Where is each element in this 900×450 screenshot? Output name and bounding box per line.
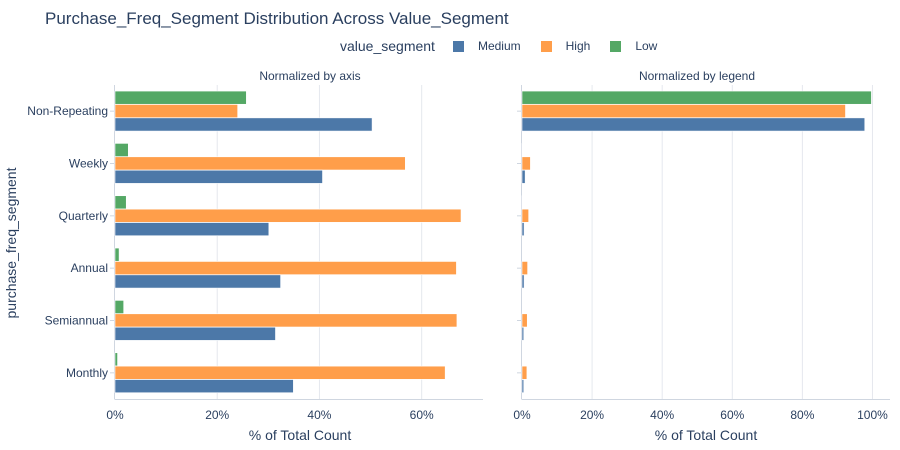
legend-swatch-low — [610, 40, 622, 52]
bar-right-high-1 — [521, 156, 531, 171]
y-tick-label: Monthly — [66, 366, 108, 380]
bar-left-high-1 — [114, 156, 406, 171]
legend-item-high[interactable]: High — [540, 39, 591, 53]
subplot-title-legend: Normalized by legend — [638, 69, 756, 83]
legend-item-low[interactable]: Low — [610, 39, 657, 53]
x-axis-label-left: % of Total Count — [248, 427, 352, 443]
y-tick-label: Quarterly — [59, 209, 108, 223]
bar-left-low-2 — [114, 195, 127, 210]
bar-left-high-0 — [114, 104, 238, 118]
bar-left-medium-0 — [114, 117, 373, 132]
x-tick-label-right: 0% — [513, 408, 531, 422]
x-tick-label-left: 60% — [410, 408, 434, 422]
legend-label-medium: Medium — [477, 39, 521, 53]
x-tick-label-left: 40% — [307, 408, 331, 422]
bar-left-medium-2 — [114, 222, 270, 237]
y-tick-label: Annual — [71, 261, 108, 275]
chart-title: Purchase_Freq_Segment Distribution Acros… — [45, 9, 509, 28]
x-tick-label-right: 80% — [790, 408, 814, 422]
bar-left-medium-5 — [114, 379, 294, 394]
legend-item-medium[interactable]: Medium — [452, 39, 521, 53]
x-tick-label-right: 100% — [857, 408, 888, 422]
bar-right-high-2 — [521, 208, 529, 223]
legend: value_segment Medium High Low — [340, 38, 677, 54]
x-tick-label-right: 40% — [650, 408, 674, 422]
legend-label-low: Low — [635, 39, 658, 53]
bar-right-medium-3 — [521, 274, 525, 289]
bar-right-medium-5 — [521, 379, 525, 394]
x-axis-label-right: % of Total Count — [654, 427, 758, 443]
bar-right-high-0 — [521, 104, 846, 118]
x-tick-label-left: 0% — [106, 408, 124, 422]
y-tick-label: Weekly — [69, 157, 108, 171]
legend-title: value_segment — [340, 38, 435, 54]
legend-swatch-high — [540, 40, 552, 52]
x-tick-label-right: 60% — [720, 408, 744, 422]
bar-right-medium-2 — [521, 222, 525, 237]
bar-left-low-1 — [114, 143, 129, 157]
legend-label-high: High — [565, 39, 591, 53]
bar-left-medium-3 — [114, 274, 281, 289]
bar-right-low-0 — [521, 90, 872, 105]
x-tick-label-right: 20% — [580, 408, 604, 422]
bar-left-high-4 — [114, 313, 458, 328]
y-tick-label: Semiannual — [45, 314, 108, 328]
bar-left-low-3 — [114, 247, 120, 262]
bar-right-medium-0 — [521, 117, 866, 132]
y-tick-label: Non-Repeating — [27, 104, 108, 118]
bar-right-high-5 — [521, 365, 528, 380]
bar-right-high-3 — [521, 261, 528, 275]
legend-swatch-medium — [452, 40, 464, 52]
bar-right-high-4 — [521, 313, 528, 328]
bar-left-medium-1 — [114, 169, 323, 184]
bar-left-low-4 — [114, 300, 124, 314]
bar-left-medium-4 — [114, 326, 276, 341]
bar-left-high-3 — [114, 261, 457, 275]
subplot-title-axis: Normalized by axis — [259, 69, 361, 83]
bar-left-high-2 — [114, 208, 462, 223]
bar-left-low-5 — [114, 352, 118, 367]
bar-left-high-5 — [114, 365, 446, 380]
bar-right-medium-1 — [521, 169, 526, 184]
bar-left-low-0 — [114, 90, 247, 105]
bar-right-medium-4 — [521, 326, 525, 341]
x-tick-label-left: 20% — [205, 408, 229, 422]
